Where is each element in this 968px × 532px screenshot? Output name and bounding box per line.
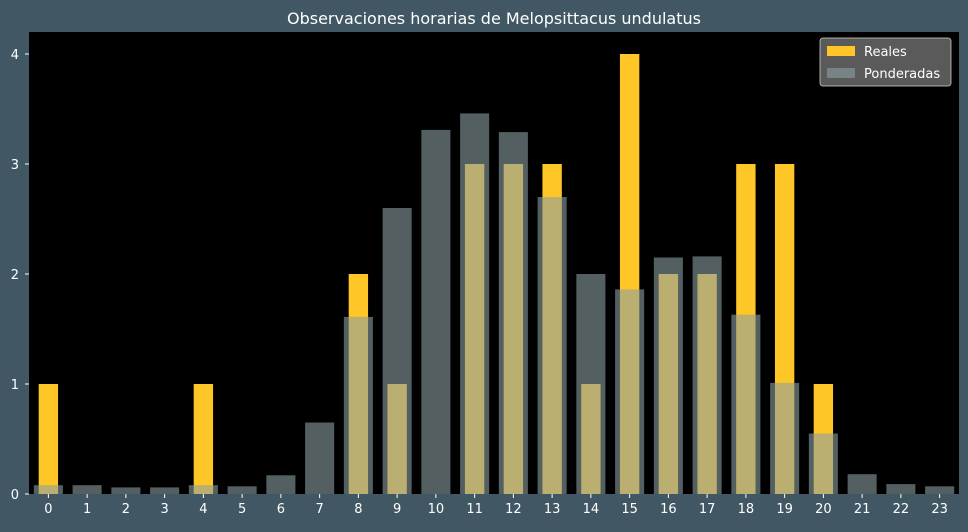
- x-tick-label-16: 16: [660, 502, 677, 517]
- bar-ponderadas-21: [847, 474, 877, 494]
- y-tick-label-3: 3: [11, 158, 19, 173]
- legend-swatch-ponderadas: [827, 68, 855, 78]
- legend-swatch-reales: [827, 46, 855, 56]
- bar-ponderadas-12: [498, 132, 528, 494]
- x-tick-label-17: 17: [699, 502, 716, 517]
- bar-ponderadas-10: [421, 129, 451, 494]
- bar-reales-0: [38, 384, 59, 494]
- legend: Reales Ponderadas: [819, 37, 952, 87]
- bar-ponderadas-18: [731, 314, 761, 494]
- y-tick-label-2: 2: [11, 268, 19, 283]
- x-tick-label-20: 20: [815, 502, 832, 517]
- bar-ponderadas-13: [537, 197, 567, 494]
- x-tick-label-6: 6: [277, 502, 285, 517]
- x-tick-label-13: 13: [544, 502, 561, 517]
- x-tick-label-8: 8: [354, 502, 362, 517]
- axes: 0 1 2 3 4 5 6 7 8 9 10 11 12 13 14 15 16 17 18 19 20 21 22 2301…: [11, 48, 948, 517]
- y-tick-label-0: 0: [11, 488, 19, 503]
- bar-ponderadas-7: [305, 422, 335, 494]
- bar-ponderadas-11: [460, 113, 490, 495]
- legend-label-reales: Reales: [864, 45, 907, 60]
- x-tick-label-19: 19: [776, 502, 793, 517]
- bar-ponderadas-6: [266, 475, 296, 494]
- bar-ponderadas-5: [227, 486, 257, 494]
- x-tick-label-2: 2: [122, 502, 130, 517]
- x-tick-label-4: 4: [199, 502, 207, 517]
- bar-ponderadas-22: [886, 484, 916, 494]
- chart-title: Observaciones horarias de Melopsittacus …: [287, 9, 701, 28]
- y-tick-label-4: 4: [11, 48, 19, 63]
- x-tick-label-18: 18: [738, 502, 755, 517]
- x-tick-label-11: 11: [466, 502, 483, 517]
- bar-ponderadas-9: [382, 208, 412, 494]
- legend-label-ponderadas: Ponderadas: [864, 67, 940, 82]
- bar-ponderadas-23: [925, 486, 955, 494]
- bar-ponderadas-1: [72, 485, 102, 494]
- bar-ponderadas-8: [343, 316, 373, 494]
- bar-ponderadas-17: [692, 256, 722, 494]
- bar-ponderadas-19: [770, 382, 800, 494]
- x-tick-label-0: 0: [44, 502, 52, 517]
- bar-ponderadas-3: [150, 487, 180, 494]
- bars-ponderadas: [33, 113, 955, 495]
- y-tick-label-1: 1: [11, 378, 19, 393]
- x-tick-label-5: 5: [238, 502, 246, 517]
- bar-ponderadas-15: [615, 289, 645, 494]
- x-tick-label-9: 9: [393, 502, 401, 517]
- bar-reales-4: [193, 384, 214, 494]
- x-tick-label-22: 22: [893, 502, 910, 517]
- bar-ponderadas-20: [808, 433, 838, 494]
- x-tick-label-7: 7: [315, 502, 323, 517]
- x-tick-label-10: 10: [428, 502, 445, 517]
- x-tick-label-1: 1: [83, 502, 91, 517]
- bar-ponderadas-14: [576, 274, 606, 494]
- bar-ponderadas-4: [188, 485, 218, 494]
- bar-ponderadas-2: [111, 487, 141, 494]
- x-tick-label-3: 3: [160, 502, 168, 517]
- bar-ponderadas-0: [33, 485, 63, 494]
- x-tick-label-14: 14: [583, 502, 600, 517]
- x-tick-label-15: 15: [621, 502, 638, 517]
- plot-area: [29, 32, 959, 494]
- x-tick-label-12: 12: [505, 502, 522, 517]
- bar-ponderadas-16: [653, 257, 683, 494]
- x-tick-label-21: 21: [854, 502, 871, 517]
- x-tick-label-23: 23: [931, 502, 948, 517]
